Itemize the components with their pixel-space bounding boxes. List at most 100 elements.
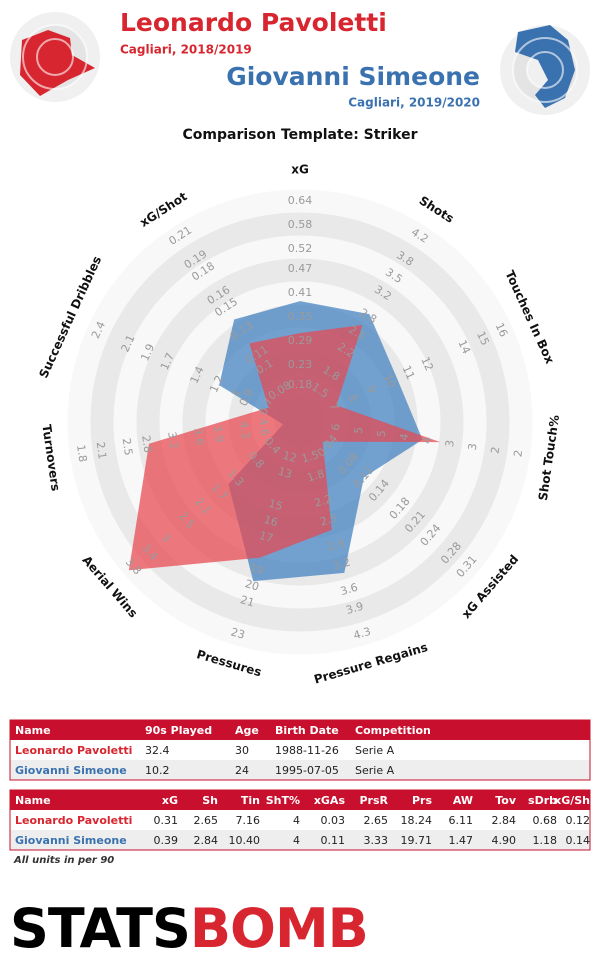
table-cell: 4 [293, 834, 300, 847]
tick-label: 16 [262, 513, 279, 529]
table-row [10, 760, 590, 780]
table-header [10, 790, 590, 810]
player-cell: Giovanni Simeone [15, 834, 127, 847]
note: All units in per 90 [13, 855, 114, 866]
column-header: Name [15, 724, 51, 737]
right-icon [500, 25, 590, 115]
logo-part: STATS [10, 897, 190, 960]
tick-label: 2.1 [94, 441, 109, 460]
chart-title: Comparison Template: Striker [183, 127, 418, 143]
tick-label: 0.52 [288, 242, 313, 255]
tick-label: 3 [466, 442, 480, 451]
tick-label: 23 [229, 625, 246, 641]
tick-label: 3.6 [191, 427, 206, 446]
table-cell: 24 [235, 764, 249, 777]
player-name: Giovanni Simeone [226, 62, 480, 91]
tick-label: 4.3 [352, 625, 372, 642]
table-row [10, 810, 590, 830]
table-cell: 2.65 [364, 814, 389, 827]
tick-label: 14 [455, 338, 473, 356]
tick-label: 2 [489, 446, 503, 455]
table-cell: 2.84 [194, 834, 219, 847]
tick-label: 19 [248, 561, 265, 577]
tick-label: 3.2 [332, 555, 352, 572]
column-header: Age [235, 724, 259, 737]
table-cell: 30 [235, 744, 249, 757]
table-cell: 19.71 [401, 834, 433, 847]
tick-label: 1.8 [74, 444, 89, 463]
tick-label: 0.18 [288, 378, 313, 391]
tick-label: 1.5 [300, 448, 320, 465]
tick-label: 3.9 [344, 600, 364, 617]
tick-label: 0.64 [288, 194, 313, 207]
axis-label: Shots [417, 193, 457, 225]
tick-label: 3.6 [339, 581, 359, 598]
column-header: xG/Sh [554, 794, 590, 807]
tick-label: 0.29 [288, 334, 313, 347]
tick-label: 15 [267, 497, 284, 513]
table-row [10, 830, 590, 850]
tick-label: 3.9 [211, 424, 226, 443]
column-header: Competition [355, 724, 431, 737]
tick-label: 3.2 [165, 431, 180, 450]
column-header: PrsR [359, 794, 388, 807]
table-cell: 1.47 [449, 834, 474, 847]
column-header: Tin [241, 794, 260, 807]
tick-label: 11 [400, 363, 418, 381]
table-cell: 18.24 [401, 814, 433, 827]
tick-label: 0.41 [288, 286, 313, 299]
table-cell: 7.16 [236, 814, 261, 827]
player-team: Cagliari, 2018/2019 [120, 43, 252, 57]
column-header: xGAs [314, 794, 346, 807]
column-header: ShT% [266, 794, 300, 807]
logo: STATSBOMB [10, 897, 368, 960]
axis-label: xG [291, 163, 309, 177]
tick-label: 0.47 [288, 262, 313, 275]
tick-label: 12 [281, 449, 298, 465]
player-team: Cagliari, 2019/2020 [348, 96, 480, 110]
tick-label: 17 [258, 529, 275, 545]
tick-label: 2 [511, 449, 525, 458]
table-cell: 4.90 [492, 834, 517, 847]
column-header: 90s Played [145, 724, 212, 737]
axis-label: Turnovers [39, 424, 62, 492]
table-cell: 0.11 [321, 834, 346, 847]
axis-label: Shot Touch% [536, 414, 562, 502]
tick-label: 2.8 [139, 434, 154, 453]
column-header: Name [15, 794, 51, 807]
tick-label: 9 [364, 384, 379, 396]
table-cell: 0.14 [566, 834, 591, 847]
tick-label: 2.9 [326, 537, 346, 554]
axis-label: Pressures [195, 647, 263, 679]
tick-label: 5 [375, 429, 389, 438]
tick-label: 8 [345, 392, 360, 404]
table-border [9, 719, 591, 781]
logo-part: BOMB [190, 897, 368, 960]
table-cell: 0.39 [154, 834, 179, 847]
tick-label: 4.3 [237, 420, 252, 439]
tick-label: 1 [229, 387, 244, 399]
column-header: Prs [412, 794, 432, 807]
table-cell: 3.33 [364, 834, 389, 847]
tick-label: 0.23 [288, 358, 313, 371]
column-header: xG [162, 794, 178, 807]
tick-label: 3 [443, 439, 457, 448]
table-cell: 1995-07-05 [275, 764, 339, 777]
table-cell: 1.18 [533, 834, 558, 847]
tick-label: 12 [418, 355, 436, 373]
tick-label: 20 [243, 577, 260, 593]
table-cell: 0.12 [566, 814, 591, 827]
table-cell: 1988-11-26 [275, 744, 339, 757]
column-header: Tov [495, 794, 517, 807]
tick-label: 0.58 [288, 218, 313, 231]
tick-label: 13 [276, 465, 293, 481]
player-cell: Leonardo Pavoletti [15, 744, 132, 757]
tick-label: 4.6 [256, 418, 271, 437]
table-header [10, 720, 590, 740]
tick-label: 15 [474, 329, 492, 347]
tick-label: 21 [239, 593, 256, 609]
player-cell: Giovanni Simeone [15, 764, 127, 777]
tick-label: 16 [493, 321, 511, 339]
table-cell: 4 [293, 814, 300, 827]
